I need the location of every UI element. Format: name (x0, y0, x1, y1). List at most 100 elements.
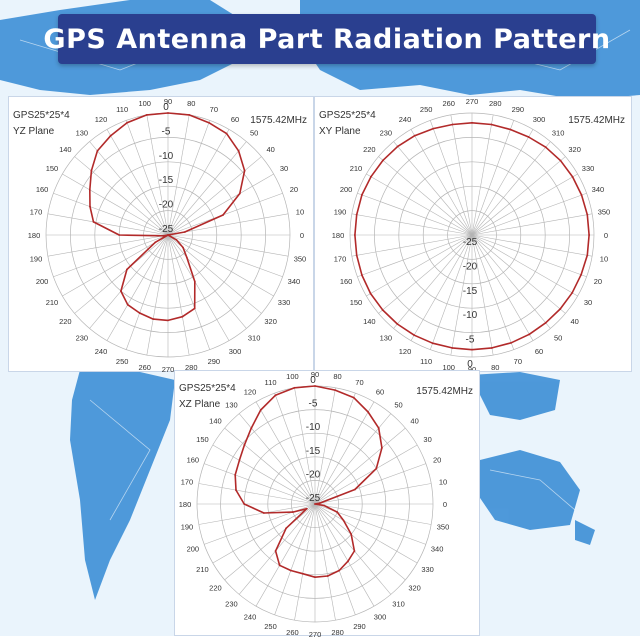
radiation-data-point (471, 348, 473, 351)
radiation-data-point (278, 564, 281, 567)
radiation-data-point (431, 342, 434, 345)
radiation-data-point (491, 347, 493, 349)
radiation-data-point (355, 213, 358, 216)
radiation-data-point (301, 572, 304, 575)
radiation-data-point (120, 290, 122, 292)
grid-spoke (74, 156, 169, 236)
radiation-data-point (355, 254, 358, 257)
angle-tick-label: 340 (431, 544, 444, 553)
radiation-data-point (118, 234, 121, 236)
angle-tick-label: 270 (162, 365, 175, 373)
angle-tick-label: 160 (340, 277, 353, 286)
radiation-data-point (369, 292, 372, 295)
radial-tick-label: -15 (463, 286, 478, 297)
angle-tick-label: 40 (570, 317, 578, 326)
radiation-data-point (361, 274, 363, 276)
grid-spoke (314, 503, 392, 595)
angle-tick-label: 260 (286, 628, 299, 637)
angle-tick-label: 310 (248, 334, 261, 343)
radiation-data-point (175, 238, 178, 241)
angle-tick-label: 100 (286, 372, 299, 381)
grid-spoke (471, 156, 566, 236)
angle-tick-label: 30 (280, 164, 288, 173)
grid-spoke (198, 503, 316, 525)
angle-tick-label: 20 (433, 456, 441, 465)
radial-tick-label: -25 (306, 493, 321, 504)
grid-spoke (62, 173, 169, 236)
radial-tick-label: -5 (309, 399, 318, 410)
angle-tick-label: 300 (374, 613, 387, 622)
angle-tick-label: 190 (181, 523, 194, 532)
radiation-data-point (586, 213, 589, 216)
angle-tick-label: 70 (355, 378, 363, 387)
angle-tick-label: 200 (187, 544, 200, 553)
angle-tick-label: 270 (309, 630, 322, 637)
angle-tick-label: 330 (421, 565, 434, 574)
radiation-data-point (90, 169, 93, 172)
angle-tick-label: 330 (278, 298, 291, 307)
angle-tick-label: 240 (244, 613, 257, 622)
chart-frequency-label: 1575.42MHz (568, 115, 625, 126)
angle-tick-label: 240 (95, 347, 108, 356)
angle-tick-label: 310 (552, 128, 565, 137)
radiation-data-point (350, 533, 353, 536)
grid-spoke (167, 141, 247, 236)
angle-tick-label: 90 (164, 97, 172, 106)
angle-tick-label: 80 (491, 363, 499, 372)
grid-spoke (378, 234, 473, 314)
angle-tick-label: 250 (420, 105, 433, 114)
radiation-data-point (125, 268, 128, 271)
angle-tick-label: 240 (399, 115, 412, 124)
radiation-data-point (243, 169, 246, 172)
angle-tick-label: 100 (442, 363, 455, 372)
angle-tick-label: 50 (250, 128, 258, 137)
angle-tick-label: 280 (489, 99, 502, 108)
radiation-data-point (413, 334, 416, 337)
angle-tick-label: 280 (331, 628, 344, 637)
grid-spoke (314, 503, 356, 615)
radiation-data-point (580, 194, 583, 197)
angle-tick-label: 150 (350, 298, 363, 307)
grid-spoke (89, 234, 169, 329)
radiation-pattern-trace (89, 112, 246, 322)
grid-spoke (314, 503, 418, 564)
radiation-data-point (314, 385, 316, 387)
angle-tick-label: 230 (380, 128, 393, 137)
radiation-data-point (126, 303, 129, 306)
chart-frequency-label: 1575.42MHz (416, 386, 473, 397)
radiation-data-point (396, 145, 399, 148)
angle-tick-label: 140 (363, 317, 376, 326)
radial-tick-label: 0 (310, 375, 316, 386)
angle-tick-label: 50 (554, 334, 562, 343)
grid-spoke (471, 192, 587, 236)
radiation-data-point (314, 503, 316, 505)
grid-spoke (314, 503, 432, 525)
grid-spoke (294, 503, 316, 621)
radiation-data-point (145, 113, 148, 116)
angle-tick-label: 180 (179, 500, 192, 509)
angle-tick-label: 220 (363, 145, 376, 154)
radiation-data-point (207, 121, 210, 124)
angle-tick-label: 170 (334, 254, 347, 263)
radiation-data-point (181, 315, 184, 318)
angle-tick-label: 40 (410, 416, 418, 425)
radiation-data-point (323, 504, 326, 507)
radiation-data-point (234, 474, 237, 476)
angle-tick-label: 200 (36, 277, 49, 286)
grid-spoke (167, 213, 289, 236)
grid-spoke (47, 234, 169, 257)
angle-tick-label: 330 (582, 164, 595, 173)
angle-tick-label: 170 (30, 208, 43, 217)
radiation-data-point (167, 319, 169, 322)
chart-model-label: GPS25*25*4 (319, 110, 376, 121)
grid-spoke (450, 234, 473, 356)
grid-spoke (351, 234, 473, 257)
grid-spoke (167, 156, 262, 236)
grid-spoke (167, 234, 211, 350)
angle-tick-label: 30 (423, 435, 431, 444)
radiation-data-point (580, 273, 583, 276)
radial-tick-label: -15 (306, 446, 321, 457)
angle-tick-label: 320 (568, 145, 581, 154)
grid-spoke (167, 234, 190, 356)
